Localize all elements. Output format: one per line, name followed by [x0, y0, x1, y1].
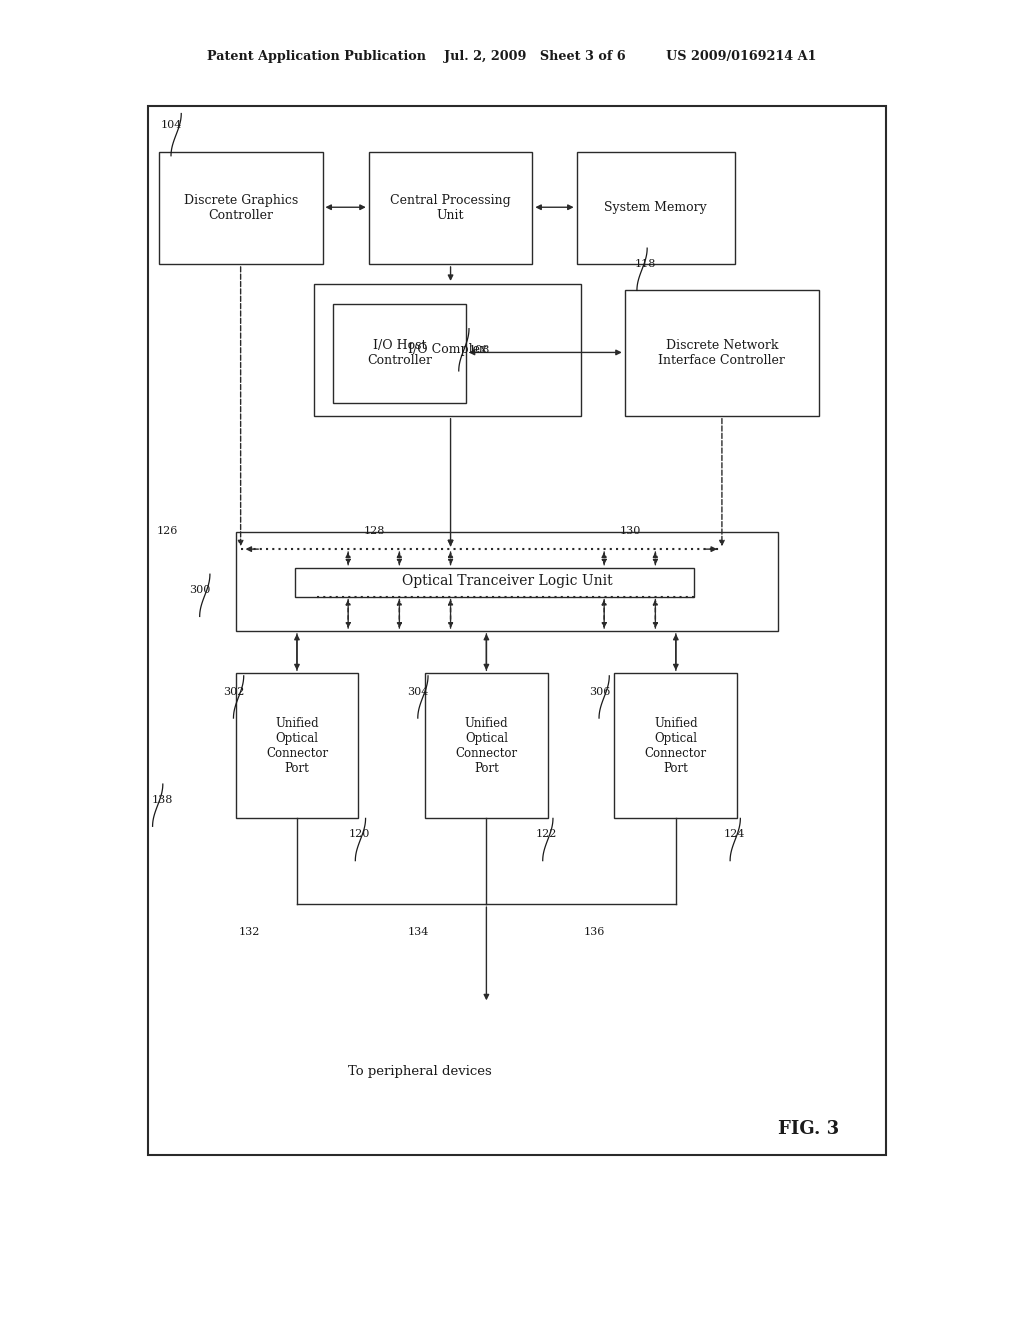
Text: 128: 128: [364, 525, 385, 536]
Bar: [159, 152, 323, 264]
Text: Central Processing
Unit: Central Processing Unit: [390, 194, 511, 222]
Text: 304: 304: [408, 686, 429, 697]
Text: Discrete Graphics
Controller: Discrete Graphics Controller: [183, 194, 298, 222]
Text: 132: 132: [239, 927, 260, 937]
Bar: [425, 673, 548, 818]
Bar: [369, 152, 532, 264]
Text: Discrete Network
Interface Controller: Discrete Network Interface Controller: [658, 339, 785, 367]
Text: 118: 118: [635, 259, 656, 269]
Text: 104: 104: [161, 120, 182, 131]
Text: 130: 130: [620, 525, 641, 536]
Text: 306: 306: [589, 686, 610, 697]
Text: System Memory: System Memory: [604, 202, 708, 214]
Bar: [236, 532, 778, 631]
Text: 124: 124: [724, 829, 745, 840]
Bar: [314, 284, 581, 416]
Bar: [577, 152, 735, 264]
Text: 108: 108: [469, 345, 490, 355]
Bar: [333, 304, 466, 403]
Text: To peripheral devices: To peripheral devices: [348, 1065, 492, 1078]
Bar: [295, 568, 694, 597]
Text: I/O Complex: I/O Complex: [408, 343, 487, 356]
Text: 120: 120: [348, 829, 370, 840]
Text: 302: 302: [223, 686, 245, 697]
Text: FIG. 3: FIG. 3: [778, 1119, 840, 1138]
Text: 136: 136: [584, 927, 605, 937]
Bar: [614, 673, 737, 818]
Text: 126: 126: [157, 525, 178, 536]
Bar: [236, 673, 358, 818]
Text: Unified
Optical
Connector
Port: Unified Optical Connector Port: [266, 717, 328, 775]
Text: 122: 122: [536, 829, 557, 840]
Text: Patent Application Publication    Jul. 2, 2009   Sheet 3 of 6         US 2009/01: Patent Application Publication Jul. 2, 2…: [207, 50, 817, 63]
Bar: [148, 106, 886, 1155]
Text: Unified
Optical
Connector
Port: Unified Optical Connector Port: [645, 717, 707, 775]
Text: 300: 300: [189, 585, 211, 595]
Text: 138: 138: [152, 795, 173, 805]
Text: Unified
Optical
Connector
Port: Unified Optical Connector Port: [456, 717, 517, 775]
Text: I/O Host
Controller: I/O Host Controller: [367, 339, 432, 367]
Text: 134: 134: [408, 927, 429, 937]
Bar: [625, 290, 819, 416]
Text: Optical Tranceiver Logic Unit: Optical Tranceiver Logic Unit: [401, 574, 612, 589]
